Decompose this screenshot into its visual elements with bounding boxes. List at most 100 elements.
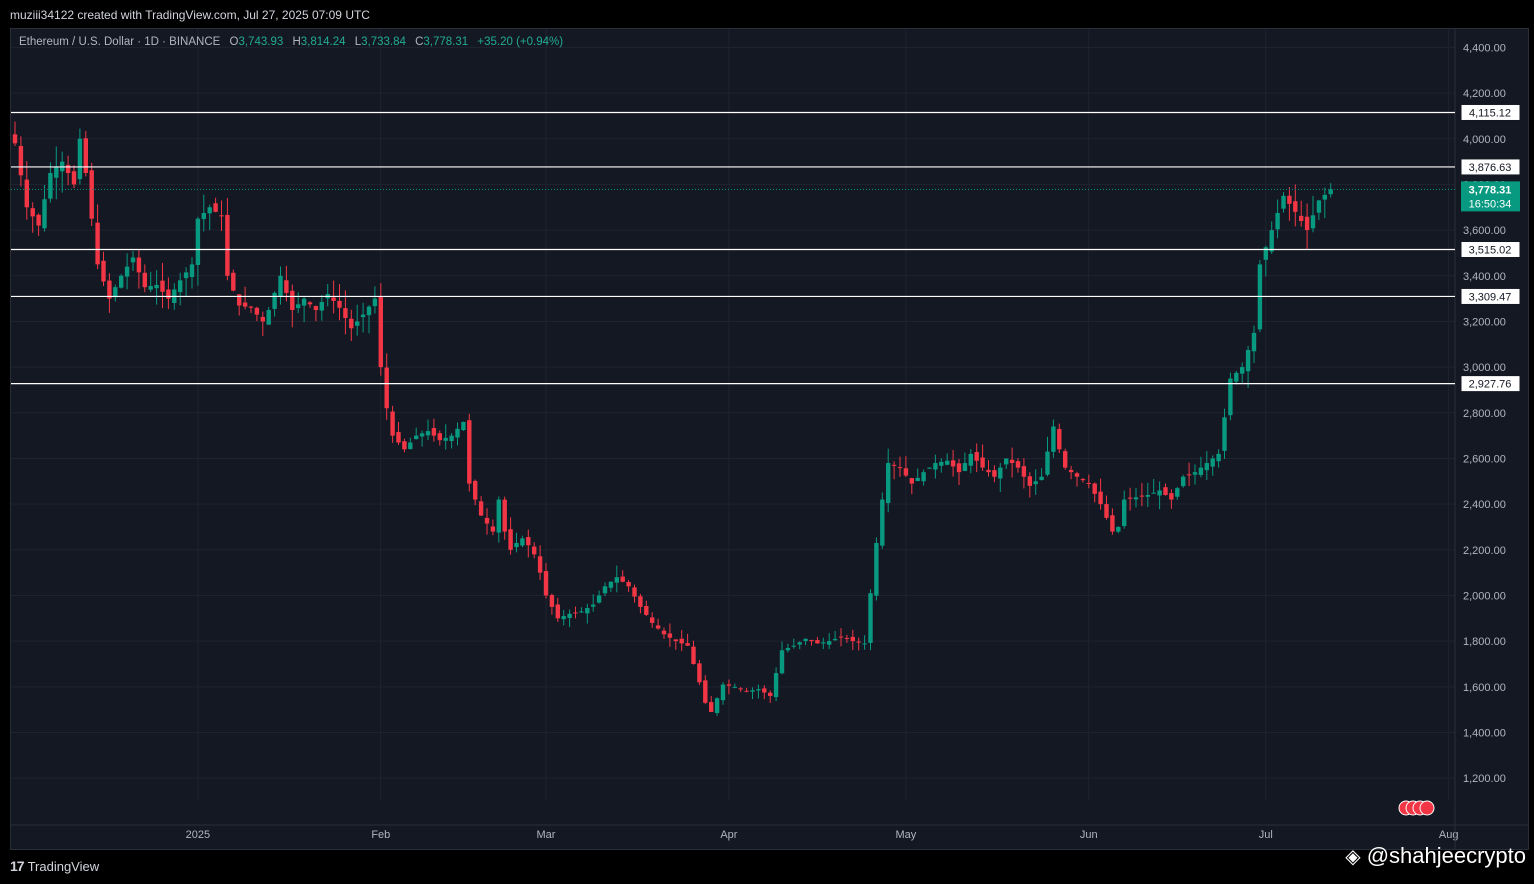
candle bbox=[591, 594, 596, 612]
candle-body bbox=[880, 499, 885, 546]
candle bbox=[48, 162, 53, 203]
candle-body bbox=[709, 702, 714, 712]
candle-body bbox=[773, 673, 779, 698]
candle-body bbox=[661, 630, 667, 635]
candle bbox=[1204, 451, 1209, 481]
candle bbox=[986, 460, 991, 477]
candle-body bbox=[1057, 429, 1062, 450]
candle bbox=[278, 266, 283, 305]
candle bbox=[54, 146, 59, 200]
y-tick-label: 2,400.00 bbox=[1463, 499, 1506, 511]
candle bbox=[30, 202, 35, 233]
candle-body bbox=[1240, 367, 1245, 374]
candle-body bbox=[396, 432, 401, 443]
tradingview-logo[interactable]: 17 TradingView bbox=[10, 858, 99, 874]
candle bbox=[166, 277, 171, 310]
candle-body bbox=[1310, 215, 1316, 229]
candle bbox=[638, 593, 643, 614]
candle bbox=[408, 437, 413, 450]
candle-body bbox=[313, 306, 319, 311]
y-tick-label: 1,400.00 bbox=[1463, 727, 1506, 739]
candle-body bbox=[1299, 215, 1304, 221]
candle bbox=[154, 270, 159, 305]
candle-body bbox=[650, 617, 655, 623]
candle bbox=[1245, 346, 1251, 388]
candle bbox=[455, 422, 460, 446]
candle-body bbox=[532, 546, 537, 555]
candle bbox=[1169, 489, 1174, 509]
candle bbox=[284, 265, 289, 302]
candle bbox=[219, 200, 224, 231]
candle bbox=[313, 305, 319, 322]
level-label: 2,927.76 bbox=[1469, 379, 1512, 391]
candle bbox=[366, 305, 372, 334]
watermark: ◈ @shahjeecrypto bbox=[1345, 843, 1526, 869]
candle-body bbox=[213, 203, 218, 212]
candle bbox=[744, 687, 749, 693]
candle bbox=[939, 458, 944, 473]
candle-body bbox=[1234, 372, 1239, 382]
candle bbox=[178, 272, 183, 306]
candle bbox=[496, 496, 501, 543]
candle bbox=[1015, 458, 1021, 473]
y-tick-label: 2,000.00 bbox=[1463, 590, 1506, 602]
candle-body bbox=[1251, 332, 1257, 352]
candle-body bbox=[520, 538, 525, 546]
candle-body bbox=[626, 581, 631, 587]
candle-body bbox=[1263, 247, 1268, 260]
candle-body bbox=[1021, 466, 1027, 477]
candle bbox=[1198, 456, 1204, 478]
y-tick-label: 4,000.00 bbox=[1463, 134, 1506, 146]
y-tick-label: 4,400.00 bbox=[1463, 42, 1506, 54]
candle bbox=[514, 532, 519, 553]
level-badge bbox=[1460, 158, 1521, 176]
candle-body bbox=[685, 643, 690, 646]
candle-body bbox=[714, 698, 720, 714]
candle bbox=[797, 641, 802, 650]
candle bbox=[1027, 472, 1032, 498]
candle-body bbox=[1275, 212, 1280, 230]
candle bbox=[290, 284, 295, 328]
candle bbox=[738, 687, 743, 693]
candle bbox=[526, 529, 531, 558]
tradingview-mark-icon: 17 bbox=[10, 858, 25, 874]
candle bbox=[296, 292, 301, 314]
candle-body bbox=[183, 272, 189, 279]
candle bbox=[225, 198, 230, 281]
candle bbox=[632, 584, 637, 603]
candle-body bbox=[555, 604, 560, 619]
candle bbox=[18, 136, 24, 187]
chart-frame[interactable]: 1,200.00 1,400.00 1,600.00 1,800.00 2,000.00… bbox=[10, 28, 1529, 850]
low-value: 3,733.84 bbox=[361, 36, 406, 48]
candle-body bbox=[891, 464, 897, 466]
price-chart[interactable]: 1,200.00 1,400.00 1,600.00 1,800.00 2,000.00… bbox=[11, 29, 1528, 849]
candle-body bbox=[526, 537, 531, 546]
y-tick-label: 2,600.00 bbox=[1463, 453, 1506, 465]
candle bbox=[1127, 487, 1133, 511]
candle bbox=[567, 609, 572, 628]
x-tick-label: Aug bbox=[1439, 829, 1459, 841]
candle bbox=[461, 421, 466, 432]
candle bbox=[732, 683, 737, 689]
candle-body bbox=[655, 625, 661, 629]
candle-body bbox=[355, 321, 360, 326]
created-by-text: muziii34122 created with TradingView.com… bbox=[10, 8, 370, 22]
candle-body bbox=[797, 642, 802, 645]
candle-body bbox=[437, 433, 442, 441]
last-price-badge bbox=[1461, 181, 1520, 212]
candle-body bbox=[543, 571, 549, 596]
candle-body bbox=[319, 302, 324, 311]
candle bbox=[832, 630, 838, 642]
candle bbox=[980, 444, 985, 471]
candle bbox=[201, 194, 206, 232]
candle bbox=[956, 458, 962, 485]
candle bbox=[815, 636, 820, 644]
candle-body bbox=[160, 280, 165, 292]
candle-body bbox=[290, 290, 295, 311]
candle bbox=[1057, 423, 1062, 454]
candle bbox=[644, 600, 649, 616]
candle bbox=[1086, 474, 1091, 489]
candle bbox=[1234, 370, 1239, 385]
candle bbox=[1033, 469, 1038, 495]
candle-body bbox=[1033, 481, 1038, 485]
